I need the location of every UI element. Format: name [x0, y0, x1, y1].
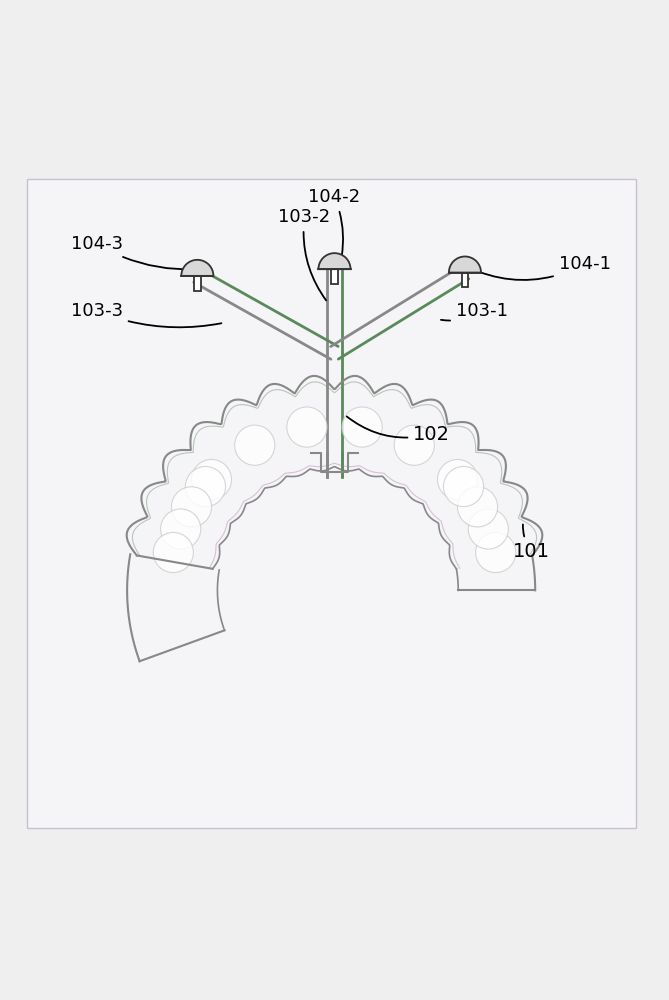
- FancyBboxPatch shape: [27, 179, 636, 828]
- Circle shape: [394, 425, 434, 465]
- Circle shape: [444, 466, 484, 507]
- Circle shape: [438, 459, 478, 500]
- Circle shape: [235, 425, 275, 465]
- Circle shape: [342, 407, 382, 447]
- Text: 101: 101: [513, 524, 551, 561]
- Text: 104-1: 104-1: [468, 255, 611, 280]
- Circle shape: [458, 487, 498, 527]
- Text: 104-2: 104-2: [308, 188, 361, 256]
- Bar: [462, 273, 468, 287]
- Text: 103-3: 103-3: [71, 302, 221, 327]
- Wedge shape: [318, 253, 351, 269]
- Text: 104-3: 104-3: [71, 235, 195, 269]
- Circle shape: [171, 487, 211, 527]
- Circle shape: [161, 509, 201, 549]
- Circle shape: [191, 459, 231, 500]
- Bar: [331, 269, 338, 284]
- Text: 102: 102: [347, 416, 450, 444]
- Text: 103-1: 103-1: [441, 302, 508, 321]
- Circle shape: [476, 532, 516, 573]
- Text: 103-2: 103-2: [278, 208, 330, 300]
- Wedge shape: [449, 256, 481, 273]
- Circle shape: [153, 532, 193, 573]
- Circle shape: [287, 407, 327, 447]
- Circle shape: [185, 466, 225, 507]
- Bar: [194, 276, 201, 291]
- Wedge shape: [181, 260, 213, 276]
- Circle shape: [468, 509, 508, 549]
